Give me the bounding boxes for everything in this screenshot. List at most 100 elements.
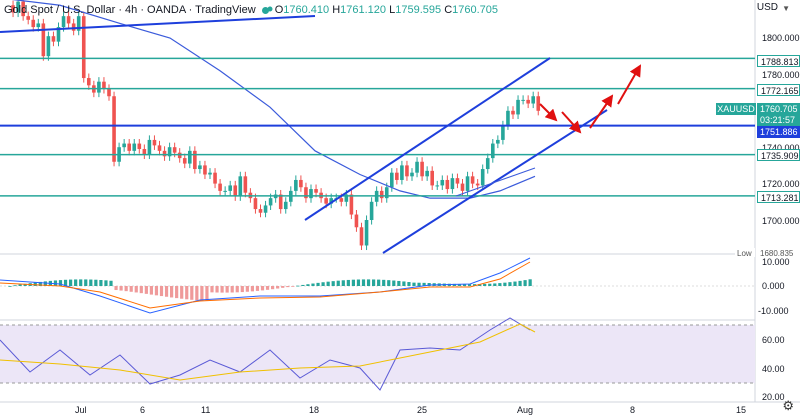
macd-histogram-bar	[205, 286, 209, 301]
low-label: Low	[737, 249, 752, 258]
macd-histogram-bar	[326, 281, 330, 286]
candle-body	[379, 190, 384, 199]
candle-body	[450, 178, 455, 190]
candle-body	[36, 23, 41, 28]
macd-histogram-bar	[195, 286, 199, 301]
candle-body	[400, 165, 404, 180]
candle-body	[511, 110, 515, 115]
candle-body	[137, 143, 142, 150]
candle-body	[485, 158, 490, 170]
candle-body	[420, 161, 424, 177]
channel-lower-line	[382, 109, 608, 254]
badge-1735: 1735.909	[757, 149, 800, 161]
candle-body	[384, 187, 389, 199]
macd-histogram-bar	[63, 279, 68, 286]
macd-histogram-bar	[467, 284, 472, 286]
candle-body	[314, 189, 318, 193]
candle-body	[309, 189, 313, 199]
candle-body	[243, 176, 248, 193]
macd-histogram-bar	[240, 286, 244, 293]
chart-header: Gold Spot / U.S. Dollar · 4h · OANDA · T…	[0, 2, 498, 18]
close-value: 1760.705	[452, 4, 499, 16]
macd-histogram-bar	[18, 284, 22, 286]
macd-histogram-bar	[503, 282, 507, 286]
macd-histogram-bar	[392, 280, 396, 286]
y-tick-rsi-20: 20.00	[762, 392, 785, 402]
candle-body	[369, 201, 374, 220]
candle-body	[294, 179, 298, 191]
candle-body	[329, 198, 333, 204]
candle-body	[152, 139, 157, 146]
macd-histogram-bar	[220, 286, 224, 293]
candle-body	[354, 214, 359, 228]
macd-histogram-bar	[200, 286, 204, 301]
macd-histogram-bar	[129, 286, 133, 292]
candle-body	[501, 125, 505, 140]
candle-body	[233, 185, 238, 197]
macd-histogram-bar	[79, 279, 83, 286]
macd-histogram-bar	[281, 286, 285, 288]
macd-histogram-bar	[498, 283, 502, 286]
candle-body	[268, 198, 273, 206]
badge-1772: 1772.165	[757, 84, 800, 96]
macd-histogram-bar	[351, 279, 355, 286]
macd-histogram-bar	[518, 280, 522, 286]
gear-icon[interactable]: ⚙	[782, 398, 794, 413]
chevron-down-icon[interactable]: ▼	[782, 4, 790, 13]
macd-histogram-bar	[109, 280, 113, 286]
macd-histogram-bar	[397, 280, 401, 286]
macd-histogram-bar	[235, 286, 239, 293]
x-tick-25: 25	[417, 405, 427, 415]
macd-histogram-bar	[402, 281, 406, 286]
macd-histogram-bar	[38, 281, 42, 286]
y-tick-1740: 1740.000	[762, 143, 800, 153]
horizontal-levels[interactable]	[0, 57, 755, 197]
macd-histogram-bar	[478, 284, 482, 286]
candle-body	[263, 205, 268, 213]
macd-histogram-bar	[387, 280, 391, 286]
candle-body	[253, 198, 258, 210]
symbol-title: Gold Spot / U.S. Dollar · 4h · OANDA · T…	[4, 4, 256, 16]
forecast-arrow-3	[617, 64, 642, 105]
candle-body	[238, 176, 243, 197]
currency-label[interactable]: USD	[756, 2, 778, 13]
candle-body	[405, 165, 409, 177]
candle-body	[21, 1, 25, 17]
x-tick-11: 11	[201, 405, 210, 415]
candle-body	[445, 179, 450, 190]
x-tick-18: 18	[309, 405, 319, 415]
candle-body	[410, 172, 414, 177]
candle-body	[16, 1, 20, 13]
macd-histogram-bar	[149, 286, 153, 295]
candle-body	[31, 19, 36, 28]
macd-histogram-bar	[185, 286, 189, 300]
macd-histogram-bar	[372, 279, 376, 286]
candle-body	[258, 209, 263, 213]
macd-histogram-bar	[483, 283, 487, 286]
x-tick-15: 15	[736, 405, 746, 415]
macd-histogram-bar	[382, 279, 386, 286]
candle-body	[283, 201, 288, 210]
macd-histogram-bar	[250, 286, 254, 292]
forecast-arrows[interactable]	[539, 64, 642, 134]
candle-body	[122, 143, 126, 148]
candle-body	[440, 179, 445, 186]
macd-histogram-bar	[422, 282, 426, 286]
macd-histogram-bar	[144, 286, 148, 294]
macd-histogram-bar	[104, 280, 108, 286]
candle-body	[278, 194, 283, 210]
candle-body	[11, 5, 15, 13]
x-tick-6: 6	[140, 405, 145, 415]
y-tick-macd-10: 10.000	[762, 257, 790, 267]
macd-histogram-bar	[493, 283, 497, 286]
trend-lines[interactable]	[0, 6, 608, 254]
candle-body	[521, 99, 525, 101]
macd-histogram-bar	[336, 280, 340, 286]
macd-histogram-bar	[175, 286, 179, 299]
candle-body	[359, 227, 364, 246]
macd-histogram-bar	[311, 283, 315, 286]
forecast-arrow-2	[589, 94, 614, 129]
candle-body	[112, 96, 116, 162]
